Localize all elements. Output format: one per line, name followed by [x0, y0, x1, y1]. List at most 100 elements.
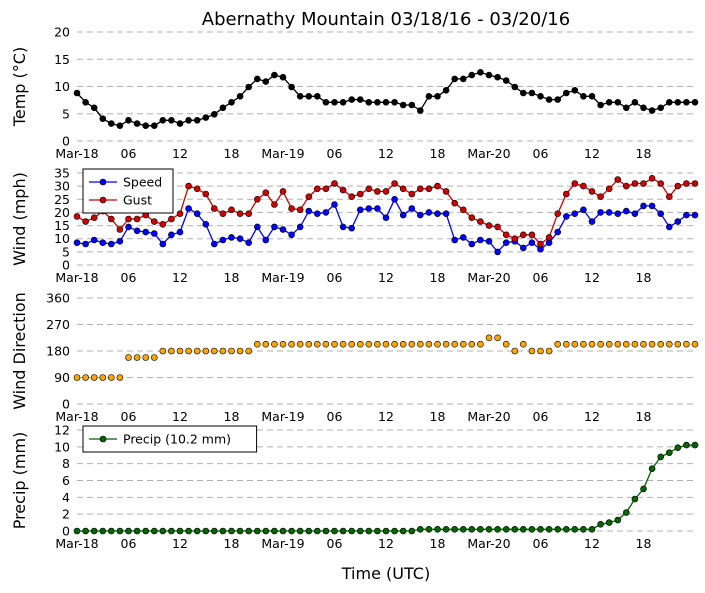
wind-speed-x-tick-label: 06 [121, 270, 137, 285]
wind-speed-data-point [468, 240, 476, 248]
wind-speed-data-point [562, 213, 570, 220]
temperature-data-point [657, 104, 665, 112]
precipitation-data-point [374, 527, 381, 535]
temperature-y-tick-label: 20 [54, 25, 70, 40]
wind-direction-x-tick-label: 18 [636, 409, 652, 424]
wind-direction-data-point [648, 340, 656, 348]
wind-speed-x-tick-label: 12 [378, 270, 394, 285]
temperature-data-point [82, 99, 89, 106]
wind-direction-data-point [597, 340, 604, 348]
wind-speed-data-point [562, 190, 570, 198]
temperature-y-tick-label: 5 [62, 106, 70, 121]
precipitation-y-tick-label: 8 [62, 456, 70, 471]
wind-speed-data-point [322, 185, 330, 193]
precipitation-data-point [99, 527, 107, 535]
precipitation-data-point [116, 527, 124, 535]
precipitation-x-tick-label: 18 [430, 536, 446, 551]
precipitation-data-point [271, 527, 278, 535]
wind-speed-data-point [580, 182, 587, 190]
wind-speed-data-point [365, 185, 373, 193]
wind-speed-data-point [125, 215, 132, 223]
wind-speed-x-tick-label: 06 [327, 270, 343, 285]
wind-speed-data-point [382, 214, 390, 221]
wind-speed-data-point [459, 206, 467, 214]
wind-speed-data-point [185, 182, 192, 190]
wind-speed-data-point [408, 205, 416, 212]
wind-direction-data-point [485, 334, 493, 342]
wind-direction-data-point [176, 347, 184, 355]
wind-speed-data-point [416, 211, 424, 219]
wind-speed-legend [82, 168, 174, 214]
wind-direction-y-axis-label: Wind Direction [10, 292, 29, 410]
temperature-data-point [142, 122, 149, 129]
precipitation-x-tick-label: 12 [378, 536, 394, 551]
wind-direction-y-tick-label: 90 [54, 370, 70, 385]
wind-speed-data-point [151, 230, 158, 237]
wind-speed-data-point [159, 221, 167, 228]
temperature-data-point [159, 117, 167, 124]
temperature-data-point [691, 99, 699, 106]
wind-direction-data-point [562, 340, 570, 348]
wind-speed-data-point [279, 226, 287, 233]
wind-speed-data-point [356, 190, 364, 198]
precipitation-legend-label: Precip (10.2 mm) [123, 432, 231, 447]
wind-direction-data-point [554, 340, 562, 348]
temperature-data-point [322, 99, 330, 106]
wind-speed-y-tick-label: 20 [54, 205, 70, 220]
precipitation-data-point [219, 527, 227, 535]
precipitation-data-point [459, 525, 467, 533]
wind-speed-data-point [451, 236, 459, 244]
wind-speed-data-point [485, 222, 493, 229]
wind-direction-data-point [674, 340, 682, 348]
wind-direction-data-point [116, 374, 124, 381]
precipitation-data-point [339, 527, 347, 535]
temperature-data-point [288, 83, 295, 91]
wind-speed-data-point [82, 218, 89, 225]
wind-speed-data-point [211, 205, 218, 212]
precipitation-data-point [108, 527, 115, 535]
precipitation-data-point [296, 527, 304, 535]
wind-speed-data-point [477, 218, 484, 225]
wind-speed-y-tick-label: 5 [62, 244, 70, 259]
temperature-data-point [442, 87, 450, 94]
wind-speed-data-point [176, 228, 184, 236]
wind-speed-data-point [391, 180, 398, 187]
temperature-x-tick-label: 12 [172, 146, 188, 161]
wind-speed-data-point [537, 240, 544, 248]
temperature-data-point [614, 99, 622, 106]
temperature-data-point [296, 93, 304, 100]
temperature-data-point [271, 71, 278, 79]
wind-speed-data-point [451, 199, 459, 207]
wind-speed-data-point [236, 210, 244, 217]
temperature-data-point [528, 89, 536, 97]
precipitation-series-line [77, 444, 695, 532]
wind-speed-y-tick-label: 30 [54, 179, 70, 194]
wind-speed-data-point [245, 239, 252, 246]
temperature-data-point [502, 77, 510, 84]
wind-speed-data-point [382, 188, 390, 195]
temperature-data-point [168, 117, 175, 124]
wind-speed-data-point [151, 218, 158, 225]
temperature-data-point [365, 99, 373, 106]
temperature-data-point [108, 120, 115, 127]
precipitation-y-tick-label: 0 [62, 524, 70, 539]
wind-speed-legend-label: Gust [123, 193, 152, 208]
precipitation-data-point [228, 527, 235, 535]
precipitation-data-point [648, 465, 656, 473]
wind-speed-data-point [374, 188, 381, 195]
temperature-y-tick-label: 10 [54, 79, 70, 94]
wind-speed-data-point [356, 206, 364, 214]
precipitation-data-point [133, 527, 141, 535]
temperature-data-point [640, 104, 647, 112]
wind-speed-data-point [296, 223, 304, 231]
precipitation-data-point [151, 527, 158, 535]
wind-speed-x-tick-label: 12 [172, 270, 188, 285]
wind-direction-data-point [271, 340, 278, 348]
wind-direction-data-point [159, 347, 167, 355]
wind-direction-x-tick-label: 12 [172, 409, 188, 424]
wind-direction-data-point [408, 340, 416, 348]
precipitation-data-point [605, 519, 613, 526]
wind-direction-data-point [691, 340, 699, 348]
temperature-data-point [485, 71, 493, 79]
wind-speed-data-point [374, 205, 381, 212]
